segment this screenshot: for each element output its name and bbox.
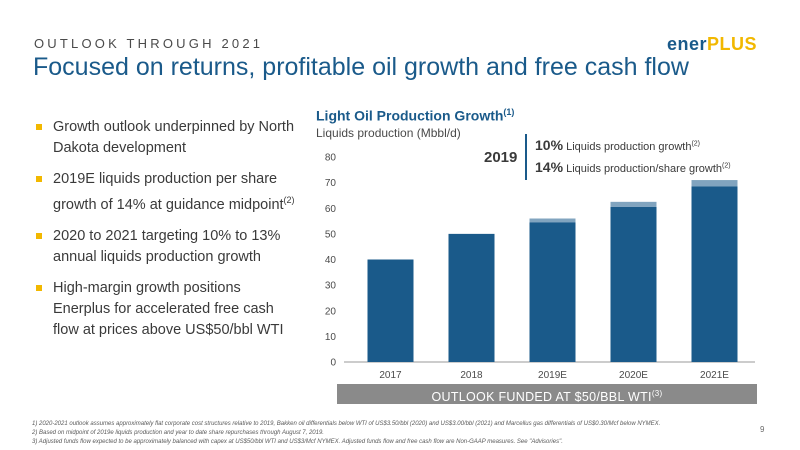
y-tick-label: 20	[325, 306, 337, 317]
bullet-square-icon	[36, 176, 42, 182]
footnote: 3) Adjusted funds flow expected to be ap…	[32, 439, 563, 445]
bar	[610, 206, 657, 362]
bar	[448, 233, 495, 362]
bar	[691, 186, 738, 362]
x-tick-label: 2018	[460, 370, 483, 380]
enerplus-logo: enerPLUS	[667, 34, 757, 55]
funding-banner: OUTLOOK FUNDED AT $50/BBL WTI(3)	[337, 384, 757, 404]
y-tick-label: 30	[325, 281, 337, 292]
bullet-item: High-margin growth positions Enerplus fo…	[35, 278, 297, 341]
y-tick-label: 0	[330, 358, 336, 369]
callout-pct: 14%	[535, 159, 564, 175]
bar-range-segment	[691, 180, 738, 187]
callout-divider	[525, 134, 527, 180]
bullet-text: High-margin growth positions Enerplus fo…	[53, 279, 284, 338]
x-tick-label: 2017	[379, 370, 402, 380]
chart-title-footnote-ref: (1)	[503, 107, 515, 117]
footnotes: 1) 2020-2021 outlook assumes approximate…	[32, 420, 772, 447]
chart-title-text: Light Oil Production Growth	[316, 107, 504, 124]
y-tick-label: 70	[325, 178, 337, 189]
callout-label: Liquids production growth	[566, 141, 692, 153]
bullet-text: 2020 to 2021 targeting 10% to 13% annual…	[53, 227, 281, 265]
callout-year: 2019	[484, 149, 518, 166]
bullet-list: Growth outlook underpinned by North Dako…	[35, 117, 297, 351]
bullet-item: 2020 to 2021 targeting 10% to 13% annual…	[35, 226, 297, 268]
logo-main: ener	[667, 34, 708, 54]
bullet-text: Growth outlook underpinned by North Dako…	[53, 119, 295, 156]
bar	[529, 222, 576, 362]
bullet-footnote-ref: (2)	[283, 195, 295, 205]
y-tick-label: 10	[325, 332, 337, 343]
page-number: 9	[760, 425, 765, 434]
bullet-square-icon	[36, 232, 42, 239]
banner-text: OUTLOOK FUNDED AT $50/BBL WTI	[431, 390, 652, 405]
y-tick-label: 40	[325, 255, 337, 266]
bar-chart: 0 10 20 30 40 50 60 70 80 2017 2018 2019E 2020E 2021E	[325, 153, 755, 380]
eyebrow: OUTLOOK THROUGH 2021	[34, 36, 264, 51]
callout-row: 14% Liquids production/share growth(2)	[535, 159, 731, 175]
bar-range-segment	[529, 218, 576, 223]
footnote: 1) 2020-2021 outlook assumes approximate…	[32, 421, 661, 427]
callout-row: 10% Liquids production growth(2)	[535, 137, 700, 153]
chart-title: Light Oil Production Growth(1)	[316, 107, 514, 124]
page-title: Focused on returns, profitable oil growt…	[33, 53, 689, 81]
x-tick-label: 2021E	[700, 370, 729, 380]
bar-range-segment	[610, 201, 657, 207]
bullet-text: 2019E liquids production per share growt…	[53, 171, 284, 213]
callout-label: Liquids production/share growth	[566, 163, 723, 175]
y-tick-label: 50	[325, 229, 337, 240]
x-tick-label: 2020E	[619, 370, 648, 380]
callout-footnote-ref: (2)	[691, 140, 701, 148]
footnote: 2) Based on midpoint of 2019e liquids pr…	[32, 430, 324, 436]
x-tick-label: 2019E	[538, 370, 567, 380]
chart-y-label: Liquids production (Mbbl/d)	[316, 126, 461, 140]
bullet-item: 2019E liquids production per share growt…	[35, 169, 297, 216]
bullet-square-icon	[36, 284, 42, 291]
y-tick-label: 80	[325, 153, 337, 164]
bullet-item: Growth outlook underpinned by North Dako…	[35, 117, 297, 159]
y-tick-label: 60	[325, 204, 337, 215]
logo-accent: PLUS	[707, 34, 758, 54]
bar	[367, 259, 414, 362]
callout-pct: 10%	[535, 137, 564, 153]
callout-footnote-ref: (2)	[722, 162, 731, 170]
bullet-square-icon	[36, 124, 42, 130]
banner-footnote-ref: (3)	[651, 389, 663, 398]
